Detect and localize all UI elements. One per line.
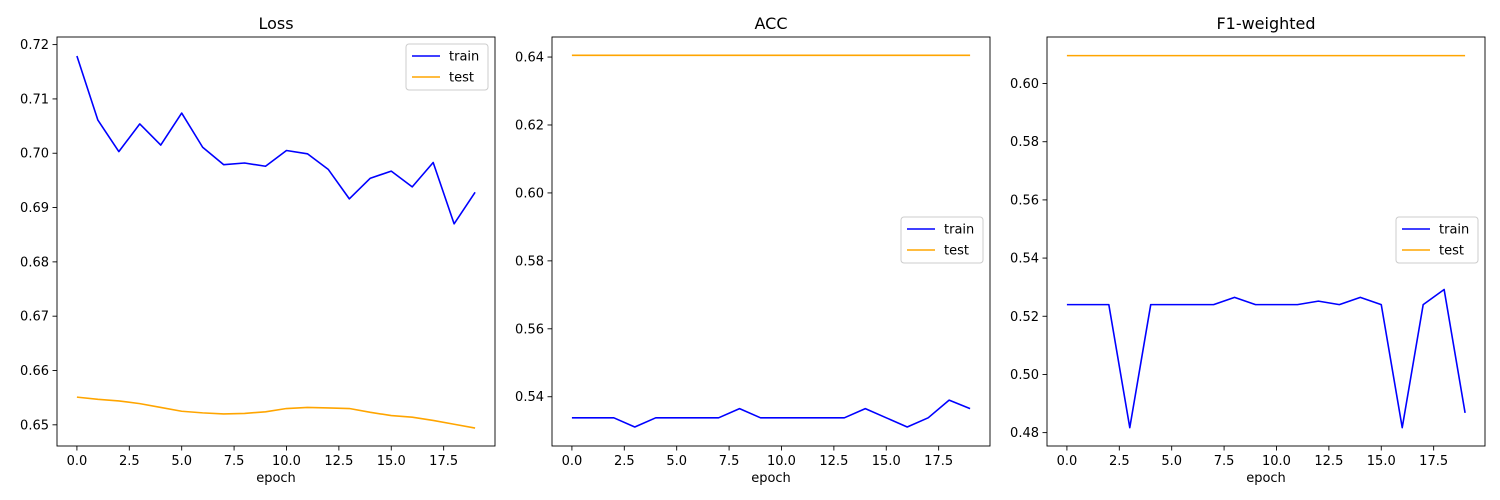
series-line-train (571, 399, 971, 428)
chart-panel-2: F1-weighted 0.0 2.5 5.0 7.5 10.0 12.5 15.0 17.5 0… (1010, 14, 1486, 486)
y-tick-label: 0.60 (515, 186, 544, 201)
x-tick-label: 10.0 (1262, 454, 1291, 469)
plot-frame (551, 36, 991, 447)
chart-panel-1: ACC 0.0 2.5 5.0 7.5 10.0 12.5 15.0 17.5 0.54 0.56 0… (515, 14, 991, 486)
legend-label-test: test (449, 71, 474, 86)
x-tick-label: 15.0 (1367, 454, 1396, 469)
plot-frame (56, 36, 496, 447)
y-tick-label: 0.70 (20, 147, 49, 162)
legend-label-train: train (944, 223, 974, 238)
legend-label-test: test (1439, 244, 1464, 259)
x-tick-label: 2.5 (614, 454, 635, 469)
x-tick-label: 12.5 (819, 454, 848, 469)
y-tick-label: 0.72 (20, 38, 49, 53)
x-tick-label: 5.0 (666, 454, 687, 469)
x-tick-label: 10.0 (767, 454, 796, 469)
legend-label-train: train (449, 50, 479, 65)
y-tick-label: 0.66 (20, 364, 49, 379)
x-axis-label: epoch (256, 471, 296, 486)
y-tick-label: 0.56 (1010, 193, 1039, 208)
x-axis-label: epoch (751, 471, 791, 486)
x-tick-label: 17.5 (924, 454, 953, 469)
chart-title: Loss (258, 14, 293, 33)
chart-panel-0: Loss 0.0 2.5 5.0 7.5 10.0 12.5 15.0 17.5 0.65 0.66… (20, 14, 496, 486)
x-axis-label: epoch (1246, 471, 1286, 486)
y-tick-label: 0.58 (515, 254, 544, 269)
x-tick-label: 10.0 (272, 454, 301, 469)
x-tick-label: 2.5 (1109, 454, 1130, 469)
x-tick-label: 5.0 (171, 454, 192, 469)
x-tick-label: 0.0 (1057, 454, 1078, 469)
legend-label-train: train (1439, 223, 1469, 238)
x-tick-label: 15.0 (872, 454, 901, 469)
y-tick-label: 0.56 (515, 322, 544, 337)
legend: train test (405, 43, 489, 91)
y-tick-label: 0.50 (1010, 368, 1039, 383)
y-tick-label: 0.54 (515, 390, 544, 405)
plot-frame (1046, 36, 1486, 447)
x-tick-label: 7.5 (224, 454, 245, 469)
x-tick-label: 5.0 (1161, 454, 1182, 469)
y-tick-label: 0.52 (1010, 310, 1039, 325)
y-tick-label: 0.58 (1010, 135, 1039, 150)
x-tick-label: 17.5 (429, 454, 458, 469)
chart-title: ACC (754, 14, 787, 33)
y-tick-label: 0.68 (20, 255, 49, 270)
series-line-train (76, 55, 476, 225)
legend-label-test: test (944, 244, 969, 259)
x-tick-label: 7.5 (1214, 454, 1235, 469)
y-tick-label: 0.65 (20, 418, 49, 433)
y-tick-label: 0.62 (515, 118, 544, 133)
legend: train test (900, 216, 984, 264)
x-tick-label: 0.0 (67, 454, 88, 469)
y-tick-label: 0.67 (20, 310, 49, 325)
y-tick-label: 0.54 (1010, 252, 1039, 267)
x-tick-label: 0.0 (562, 454, 583, 469)
y-tick-label: 0.60 (1010, 77, 1039, 92)
series-line-train (1066, 288, 1466, 429)
y-tick-label: 0.71 (20, 92, 49, 107)
x-tick-label: 17.5 (1419, 454, 1448, 469)
x-tick-label: 15.0 (377, 454, 406, 469)
series-line-test (76, 396, 476, 429)
legend: train test (1395, 216, 1479, 264)
x-tick-label: 2.5 (119, 454, 140, 469)
y-tick-label: 0.48 (1010, 426, 1039, 441)
y-tick-label: 0.69 (20, 201, 49, 216)
x-tick-label: 7.5 (719, 454, 740, 469)
chart-title: F1-weighted (1216, 14, 1315, 33)
y-tick-label: 0.64 (515, 51, 544, 66)
x-tick-label: 12.5 (324, 454, 353, 469)
x-tick-label: 12.5 (1314, 454, 1343, 469)
